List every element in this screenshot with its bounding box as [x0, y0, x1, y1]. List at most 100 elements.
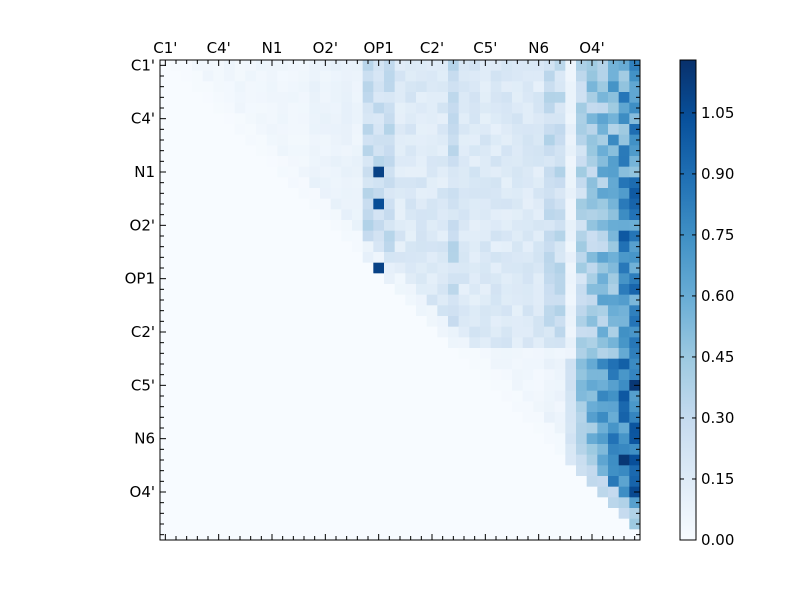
heatmap-cell	[544, 380, 556, 392]
heatmap-cell	[405, 230, 417, 242]
heatmap-cell	[224, 156, 236, 168]
heatmap-cell	[266, 348, 278, 360]
heatmap-cell	[362, 284, 374, 296]
heatmap-cell	[341, 433, 353, 445]
heatmap-cell	[352, 380, 364, 392]
heatmap-cell	[554, 369, 566, 381]
heatmap-cell	[256, 497, 268, 509]
heatmap-cell	[405, 124, 417, 136]
heatmap-cell	[437, 305, 449, 317]
heatmap-cell	[533, 262, 545, 274]
heatmap-cell	[437, 113, 449, 125]
heatmap-cell	[416, 81, 428, 93]
heatmap-cell	[437, 70, 449, 82]
heatmap-cell	[576, 337, 588, 349]
heatmap-cell	[170, 241, 182, 253]
heatmap-cell	[266, 326, 278, 338]
heatmap-cell	[405, 486, 417, 498]
heatmap-cell	[192, 369, 204, 381]
heatmap-cell	[245, 81, 257, 93]
heatmap-cell	[522, 305, 534, 317]
heatmap-cell	[277, 529, 289, 541]
heatmap-cell	[298, 241, 310, 253]
heatmap-cell	[437, 369, 449, 381]
heatmap-cell	[298, 444, 310, 456]
heatmap-cell	[586, 326, 598, 338]
heatmap-cell	[458, 390, 470, 402]
heatmap-cell	[565, 166, 577, 178]
heatmap-cell	[597, 454, 609, 466]
heatmap-cell	[437, 497, 449, 509]
heatmap-cell	[533, 454, 545, 466]
heatmap-cell	[490, 305, 502, 317]
heatmap-cell	[608, 70, 620, 82]
heatmap-cell	[544, 60, 556, 72]
heatmap-cell	[448, 358, 460, 370]
heatmap-cell	[266, 230, 278, 242]
heatmap-cell	[362, 145, 374, 157]
heatmap-cell	[330, 476, 342, 488]
heatmap-cell	[512, 166, 524, 178]
heatmap-cell	[160, 305, 172, 317]
heatmap-cell	[512, 102, 524, 114]
heatmap-cell	[544, 326, 556, 338]
heatmap-cell	[384, 348, 396, 360]
heatmap-cell	[309, 166, 321, 178]
heatmap-cell	[597, 209, 609, 221]
heatmap-cell	[202, 529, 214, 541]
heatmap-cell	[288, 422, 300, 434]
heatmap-cell	[522, 465, 534, 477]
heatmap-cell	[352, 476, 364, 488]
heatmap-cell	[405, 444, 417, 456]
heatmap-cell	[330, 518, 342, 530]
heatmap-cell	[213, 113, 225, 125]
heatmap-cell	[320, 124, 332, 136]
heatmap-cell	[490, 124, 502, 136]
heatmap-cell	[437, 252, 449, 264]
heatmap-cell	[298, 433, 310, 445]
heatmap-cell	[480, 422, 492, 434]
heatmap-cell	[490, 134, 502, 146]
heatmap-cell	[501, 273, 513, 285]
heatmap-cell	[597, 508, 609, 520]
heatmap-cell	[533, 156, 545, 168]
heatmap-cell	[544, 145, 556, 157]
heatmap-cell	[309, 476, 321, 488]
heatmap-cell	[469, 166, 481, 178]
heatmap-cell	[608, 348, 620, 360]
heatmap-cell	[202, 369, 214, 381]
heatmap-cell	[160, 348, 172, 360]
heatmap-cell	[608, 305, 620, 317]
heatmap-cell	[213, 305, 225, 317]
heatmap-cell	[224, 60, 236, 72]
heatmap-cell	[480, 508, 492, 520]
heatmap-cell	[320, 380, 332, 392]
heatmap-cell	[181, 156, 193, 168]
heatmap-cell	[341, 401, 353, 413]
heatmap-cell	[416, 113, 428, 125]
heatmap-cell	[213, 220, 225, 232]
heatmap-cell	[309, 422, 321, 434]
heatmap-cell	[245, 358, 257, 370]
heatmap-cell	[469, 337, 481, 349]
heatmap-cell	[394, 348, 406, 360]
heatmap-cell	[362, 369, 374, 381]
heatmap-cell	[437, 518, 449, 530]
heatmap-cell	[458, 422, 470, 434]
heatmap-cell	[181, 518, 193, 530]
heatmap-cell	[330, 273, 342, 285]
heatmap-cell	[277, 305, 289, 317]
heatmap-cell	[298, 156, 310, 168]
heatmap-cell	[618, 508, 630, 520]
heatmap-cell	[448, 273, 460, 285]
heatmap-cell	[512, 70, 524, 82]
heatmap-cell	[277, 284, 289, 296]
heatmap-cell	[277, 497, 289, 509]
heatmap-cell	[512, 134, 524, 146]
heatmap-cell	[629, 358, 641, 370]
heatmap-cell	[618, 497, 630, 509]
heatmap-cell	[181, 124, 193, 136]
heatmap-cell	[501, 156, 513, 168]
heatmap-cell	[405, 145, 417, 157]
